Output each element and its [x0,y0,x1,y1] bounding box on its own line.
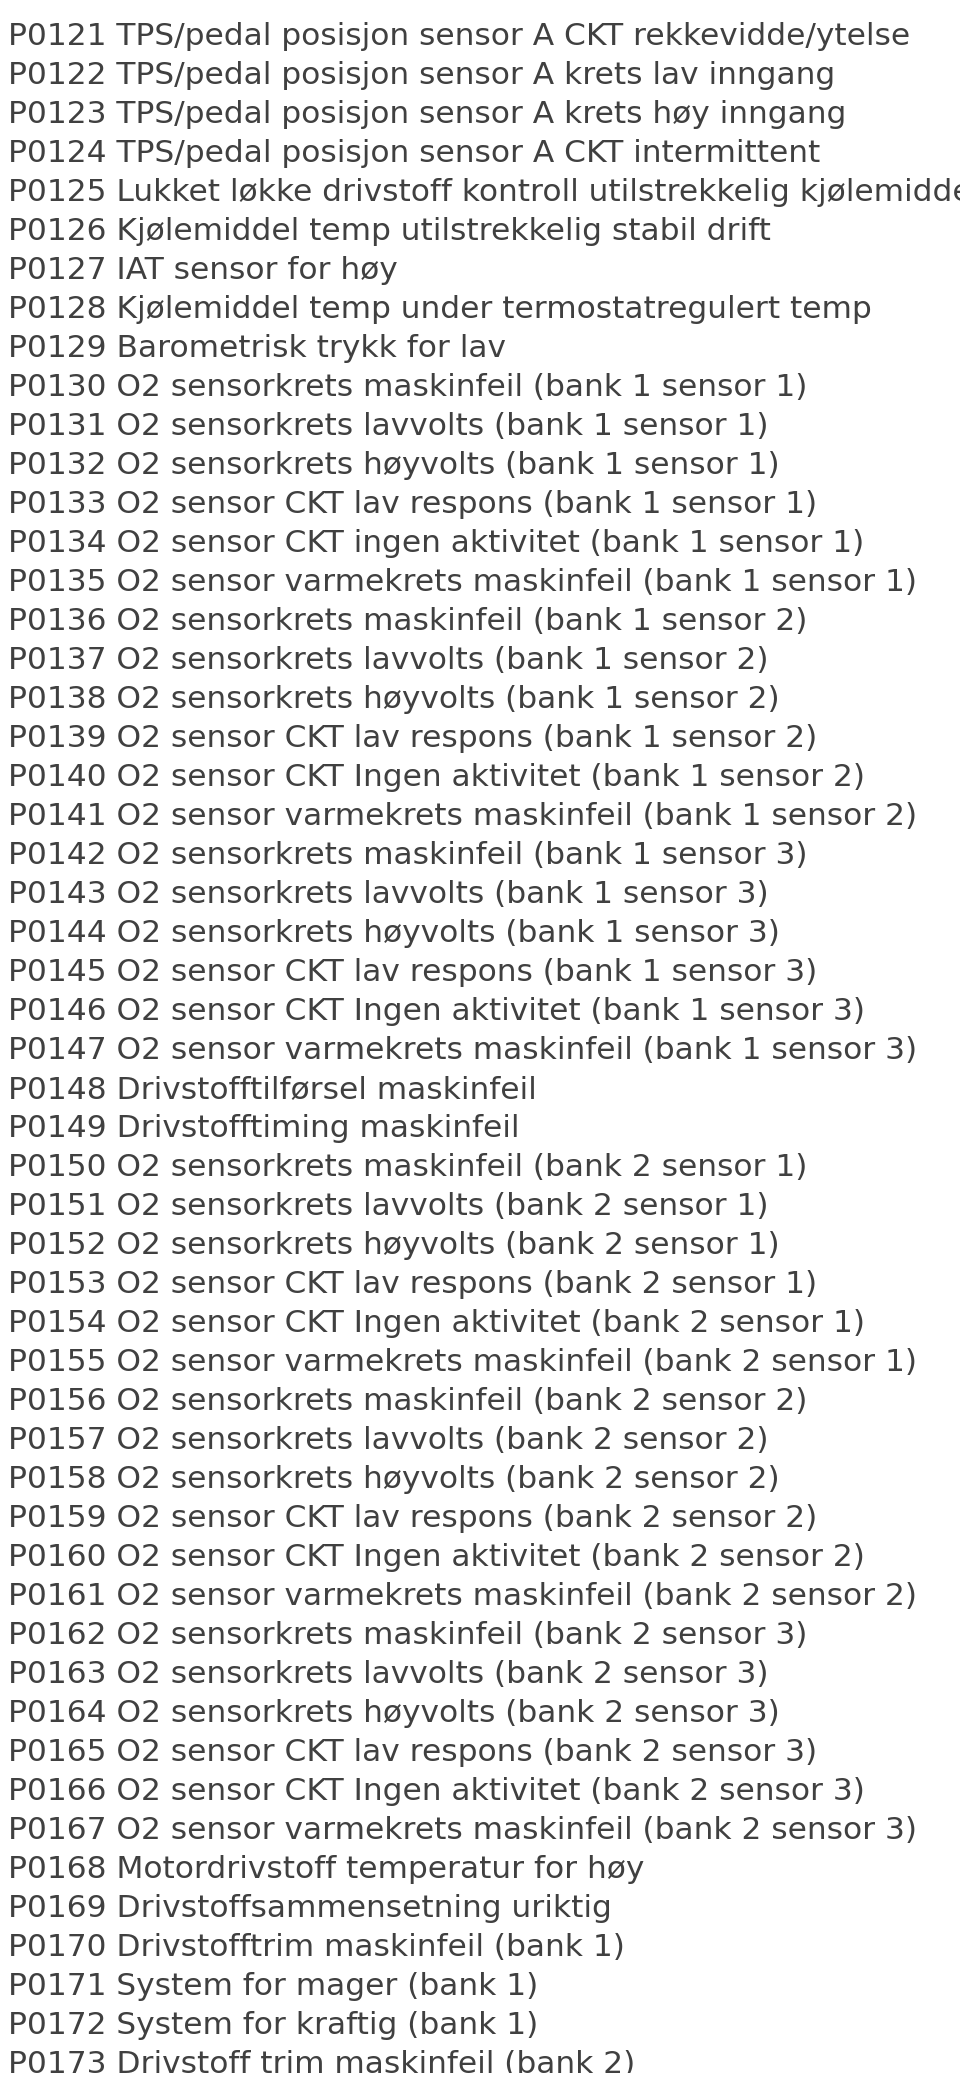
Text: P0156 O2 sensorkrets maskinfeil (bank 2 sensor 2): P0156 O2 sensorkrets maskinfeil (bank 2 … [8,1387,807,1416]
Text: P0161 O2 sensor varmekrets maskinfeil (bank 2 sensor 2): P0161 O2 sensor varmekrets maskinfeil (b… [8,1582,917,1611]
Text: P0139 O2 sensor CKT lav respons (bank 1 sensor 2): P0139 O2 sensor CKT lav respons (bank 1 … [8,723,817,752]
Text: P0162 O2 sensorkrets maskinfeil (bank 2 sensor 3): P0162 O2 sensorkrets maskinfeil (bank 2 … [8,1621,807,1650]
Text: P0122 TPS/pedal posisjon sensor A krets lav inngang: P0122 TPS/pedal posisjon sensor A krets … [8,60,835,89]
Text: P0131 O2 sensorkrets lavvolts (bank 1 sensor 1): P0131 O2 sensorkrets lavvolts (bank 1 se… [8,413,769,442]
Text: P0169 Drivstoffsammensetning uriktig: P0169 Drivstoffsammensetning uriktig [8,1895,612,1924]
Text: P0128 Kjølemiddel temp under termostatregulert temp: P0128 Kjølemiddel temp under termostatre… [8,294,872,323]
Text: P0129 Barometrisk trykk for lav: P0129 Barometrisk trykk for lav [8,334,506,363]
Text: P0164 O2 sensorkrets høyvolts (bank 2 sensor 3): P0164 O2 sensorkrets høyvolts (bank 2 se… [8,1700,780,1729]
Text: P0136 O2 sensorkrets maskinfeil (bank 1 sensor 2): P0136 O2 sensorkrets maskinfeil (bank 1 … [8,607,807,636]
Text: P0157 O2 sensorkrets lavvolts (bank 2 sensor 2): P0157 O2 sensorkrets lavvolts (bank 2 se… [8,1426,769,1455]
Text: P0123 TPS/pedal posisjon sensor A krets høy inngang: P0123 TPS/pedal posisjon sensor A krets … [8,100,847,129]
Text: P0126 Kjølemiddel temp utilstrekkelig stabil drift: P0126 Kjølemiddel temp utilstrekkelig st… [8,218,771,247]
Text: P0125 Lukket løkke drivstoff kontroll utilstrekkelig kjølemiddel temp: P0125 Lukket løkke drivstoff kontroll ut… [8,178,960,207]
Text: P0155 O2 sensor varmekrets maskinfeil (bank 2 sensor 1): P0155 O2 sensor varmekrets maskinfeil (b… [8,1347,917,1376]
Text: P0159 O2 sensor CKT lav respons (bank 2 sensor 2): P0159 O2 sensor CKT lav respons (bank 2 … [8,1505,817,1534]
Text: P0153 O2 sensor CKT lav respons (bank 2 sensor 1): P0153 O2 sensor CKT lav respons (bank 2 … [8,1271,817,1300]
Text: P0142 O2 sensorkrets maskinfeil (bank 1 sensor 3): P0142 O2 sensorkrets maskinfeil (bank 1 … [8,842,807,871]
Text: P0173 Drivstoff trim maskinfeil (bank 2): P0173 Drivstoff trim maskinfeil (bank 2) [8,2050,636,2073]
Text: P0154 O2 sensor CKT Ingen aktivitet (bank 2 sensor 1): P0154 O2 sensor CKT Ingen aktivitet (ban… [8,1308,865,1337]
Text: P0151 O2 sensorkrets lavvolts (bank 2 sensor 1): P0151 O2 sensorkrets lavvolts (bank 2 se… [8,1192,769,1221]
Text: P0127 IAT sensor for høy: P0127 IAT sensor for høy [8,255,397,284]
Text: P0166 O2 sensor CKT Ingen aktivitet (bank 2 sensor 3): P0166 O2 sensor CKT Ingen aktivitet (ban… [8,1777,865,1806]
Text: P0137 O2 sensorkrets lavvolts (bank 1 sensor 2): P0137 O2 sensorkrets lavvolts (bank 1 se… [8,647,769,676]
Text: P0149 Drivstofftiming maskinfeil: P0149 Drivstofftiming maskinfeil [8,1113,519,1142]
Text: P0141 O2 sensor varmekrets maskinfeil (bank 1 sensor 2): P0141 O2 sensor varmekrets maskinfeil (b… [8,802,917,831]
Text: P0138 O2 sensorkrets høyvolts (bank 1 sensor 2): P0138 O2 sensorkrets høyvolts (bank 1 se… [8,684,780,713]
Text: P0148 Drivstofftilførsel maskinfeil: P0148 Drivstofftilførsel maskinfeil [8,1076,537,1105]
Text: P0146 O2 sensor CKT Ingen aktivitet (bank 1 sensor 3): P0146 O2 sensor CKT Ingen aktivitet (ban… [8,997,865,1026]
Text: P0130 O2 sensorkrets maskinfeil (bank 1 sensor 1): P0130 O2 sensorkrets maskinfeil (bank 1 … [8,373,807,402]
Text: P0172 System for kraftig (bank 1): P0172 System for kraftig (bank 1) [8,2011,539,2040]
Text: P0135 O2 sensor varmekrets maskinfeil (bank 1 sensor 1): P0135 O2 sensor varmekrets maskinfeil (b… [8,568,917,597]
Text: P0121 TPS/pedal posisjon sensor A CKT rekkevidde/ytelse: P0121 TPS/pedal posisjon sensor A CKT re… [8,23,910,52]
Text: P0171 System for mager (bank 1): P0171 System for mager (bank 1) [8,1971,539,2000]
Text: P0124 TPS/pedal posisjon sensor A CKT intermittent: P0124 TPS/pedal posisjon sensor A CKT in… [8,139,820,168]
Text: P0147 O2 sensor varmekrets maskinfeil (bank 1 sensor 3): P0147 O2 sensor varmekrets maskinfeil (b… [8,1036,917,1066]
Text: P0143 O2 sensorkrets lavvolts (bank 1 sensor 3): P0143 O2 sensorkrets lavvolts (bank 1 se… [8,881,769,908]
Text: P0158 O2 sensorkrets høyvolts (bank 2 sensor 2): P0158 O2 sensorkrets høyvolts (bank 2 se… [8,1466,780,1495]
Text: P0167 O2 sensor varmekrets maskinfeil (bank 2 sensor 3): P0167 O2 sensor varmekrets maskinfeil (b… [8,1816,917,1845]
Text: P0168 Motordrivstoff temperatur for høy: P0168 Motordrivstoff temperatur for høy [8,1855,644,1884]
Text: P0144 O2 sensorkrets høyvolts (bank 1 sensor 3): P0144 O2 sensorkrets høyvolts (bank 1 se… [8,918,780,947]
Text: P0133 O2 sensor CKT lav respons (bank 1 sensor 1): P0133 O2 sensor CKT lav respons (bank 1 … [8,489,817,518]
Text: P0160 O2 sensor CKT Ingen aktivitet (bank 2 sensor 2): P0160 O2 sensor CKT Ingen aktivitet (ban… [8,1542,865,1571]
Text: P0152 O2 sensorkrets høyvolts (bank 2 sensor 1): P0152 O2 sensorkrets høyvolts (bank 2 se… [8,1231,780,1260]
Text: P0145 O2 sensor CKT lav respons (bank 1 sensor 3): P0145 O2 sensor CKT lav respons (bank 1 … [8,958,817,987]
Text: P0163 O2 sensorkrets lavvolts (bank 2 sensor 3): P0163 O2 sensorkrets lavvolts (bank 2 se… [8,1660,769,1689]
Text: P0140 O2 sensor CKT Ingen aktivitet (bank 1 sensor 2): P0140 O2 sensor CKT Ingen aktivitet (ban… [8,763,865,792]
Text: P0170 Drivstofftrim maskinfeil (bank 1): P0170 Drivstofftrim maskinfeil (bank 1) [8,1932,625,1961]
Text: P0165 O2 sensor CKT lav respons (bank 2 sensor 3): P0165 O2 sensor CKT lav respons (bank 2 … [8,1737,817,1766]
Text: P0134 O2 sensor CKT ingen aktivitet (bank 1 sensor 1): P0134 O2 sensor CKT ingen aktivitet (ban… [8,529,864,558]
Text: P0132 O2 sensorkrets høyvolts (bank 1 sensor 1): P0132 O2 sensorkrets høyvolts (bank 1 se… [8,452,780,481]
Text: P0150 O2 sensorkrets maskinfeil (bank 2 sensor 1): P0150 O2 sensorkrets maskinfeil (bank 2 … [8,1153,807,1182]
